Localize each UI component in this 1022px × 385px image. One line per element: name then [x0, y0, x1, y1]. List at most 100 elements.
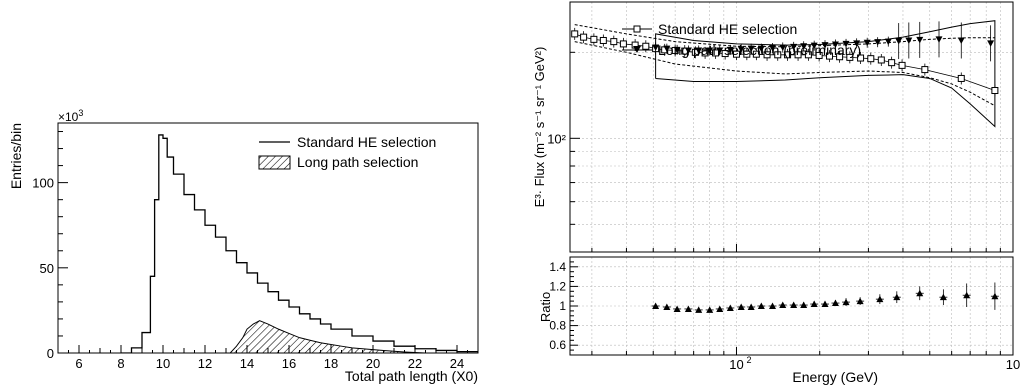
ratio-point — [737, 303, 745, 310]
standard-he-point — [991, 87, 999, 95]
left-y-ticks: 0 50 100 — [32, 131, 68, 361]
standard-he-point — [921, 66, 929, 74]
right-y-axis-label: E³· Flux (m⁻² s⁻¹ sr⁻¹ GeV²) — [532, 47, 547, 208]
long-path-point — [831, 41, 839, 48]
ratio-point — [790, 301, 798, 309]
ratio-point — [916, 289, 924, 297]
ratio-point — [684, 305, 692, 312]
long-path-point — [821, 42, 829, 49]
ratio-y-tick-label: 0.8 — [549, 319, 566, 333]
left-x-axis-label: Total path length (X0) — [345, 368, 478, 384]
standard-he-point — [590, 35, 598, 43]
ratio-y-axis-label: Ratio — [538, 292, 553, 322]
long-path-point — [652, 44, 660, 51]
ratio-y-ticks: 0.6 0.8 1 1.2 1.4 — [549, 256, 578, 356]
long-path-point — [874, 39, 882, 46]
ratio-y-tick-label: 1.2 — [549, 279, 566, 293]
long-path-point — [916, 36, 924, 44]
long-path-point — [853, 40, 861, 47]
right-y-tick-label: 10² — [547, 131, 566, 146]
long-path-point — [779, 44, 787, 51]
ratio-point — [706, 306, 714, 313]
ratio-point — [893, 293, 901, 301]
long-path-point — [747, 45, 755, 53]
right-main-plot-area — [571, 20, 999, 128]
legend-swatch-long-path — [258, 155, 291, 170]
ratio-point — [856, 297, 864, 305]
left-y-axis-label: Entries/bin — [8, 123, 24, 189]
left-x-tick-label: 16 — [282, 356, 296, 371]
left-y-multiplier: ×103 — [58, 108, 83, 124]
long-path-point — [706, 47, 714, 54]
ratio-point — [963, 291, 971, 299]
standard-he-point — [857, 54, 865, 62]
left-x-tick-label: 10 — [156, 356, 170, 371]
ratio-point — [831, 299, 839, 307]
right-x-tick-label: 10 — [729, 357, 743, 372]
ratio-point — [769, 302, 777, 309]
standard-he-point — [784, 51, 792, 59]
legend-label-long-path: Long path selection — [297, 154, 418, 170]
standard-he-point — [846, 53, 854, 61]
left-x-ticks: 6 8 10 12 14 16 18 20 22 24 — [57, 345, 479, 371]
ratio-point — [673, 305, 681, 312]
right-main-frame — [569, 1, 1014, 253]
long-path-point — [726, 46, 734, 54]
standard-he-point — [774, 51, 782, 59]
right-x-axis-label: Energy (GeV) — [792, 369, 878, 385]
legend-label-long-path-preliminary: Long path selection (preliminary) — [658, 42, 861, 58]
standard-he-point — [571, 30, 579, 38]
long-path-point — [842, 40, 850, 48]
long-path-point — [769, 45, 777, 52]
left-x-tick-label: 8 — [117, 356, 124, 371]
standard-he-point — [599, 36, 607, 44]
long-path-point — [957, 37, 965, 44]
left-x-tick-label: 6 — [75, 356, 82, 371]
legend-marker-filled-triangle — [633, 46, 641, 53]
standard-he-point — [815, 51, 823, 59]
left-y-tick-label: 100 — [32, 176, 54, 191]
standard-he-point — [743, 50, 751, 58]
long-path-point — [935, 36, 943, 43]
standard-he-point — [888, 59, 896, 67]
systematic-band-dashed-lower — [574, 41, 996, 107]
long-path-hatched-area — [229, 320, 426, 353]
long-path-point — [737, 46, 745, 53]
left-x-tick-label: 18 — [324, 356, 338, 371]
left-x-tick-label: 14 — [240, 356, 254, 371]
ratio-point — [939, 293, 947, 301]
ratio-point — [821, 300, 829, 308]
standard-he-point — [836, 53, 844, 61]
right-main-grid — [570, 1, 1014, 253]
ratio-point — [800, 301, 808, 309]
long-path-point — [684, 47, 692, 54]
left-y-tick-label: 50 — [40, 261, 54, 276]
left-plot-area — [121, 134, 478, 353]
right-main-y-ticks: 10² — [547, 1, 580, 253]
standard-he-step-line — [121, 134, 478, 353]
ratio-point — [747, 303, 755, 310]
ratio-point — [991, 292, 999, 300]
ratio-point — [779, 301, 787, 309]
ratio-point — [663, 303, 671, 310]
standard-he-point — [701, 49, 709, 57]
standard-he-point — [752, 50, 760, 58]
long-path-point — [905, 37, 913, 44]
standard-he-point — [898, 61, 906, 69]
standard-he-point — [619, 40, 627, 48]
long-path-point — [695, 47, 703, 54]
ratio-point — [726, 304, 734, 311]
right-chart: 10² 0.6 0.8 1 1.2 1.4 102103 E³· Flux (m⁻² s… — [532, 1, 1020, 385]
left-y-tick-label: 0 — [47, 346, 54, 361]
ratio-y-tick-label: 1 — [559, 299, 566, 313]
long-path-point — [673, 46, 681, 54]
standard-he-point — [804, 51, 812, 59]
systematic-band-dashed-upper — [574, 24, 995, 48]
right-x-ticks: 102103 — [591, 244, 1020, 372]
legend-marker-open-square — [633, 25, 641, 33]
left-x-tick-label: 20 — [366, 356, 380, 371]
long-path-point — [884, 38, 892, 46]
long-path-point — [663, 45, 671, 53]
left-legend: Standard HE selection Long path selectio… — [258, 134, 436, 170]
